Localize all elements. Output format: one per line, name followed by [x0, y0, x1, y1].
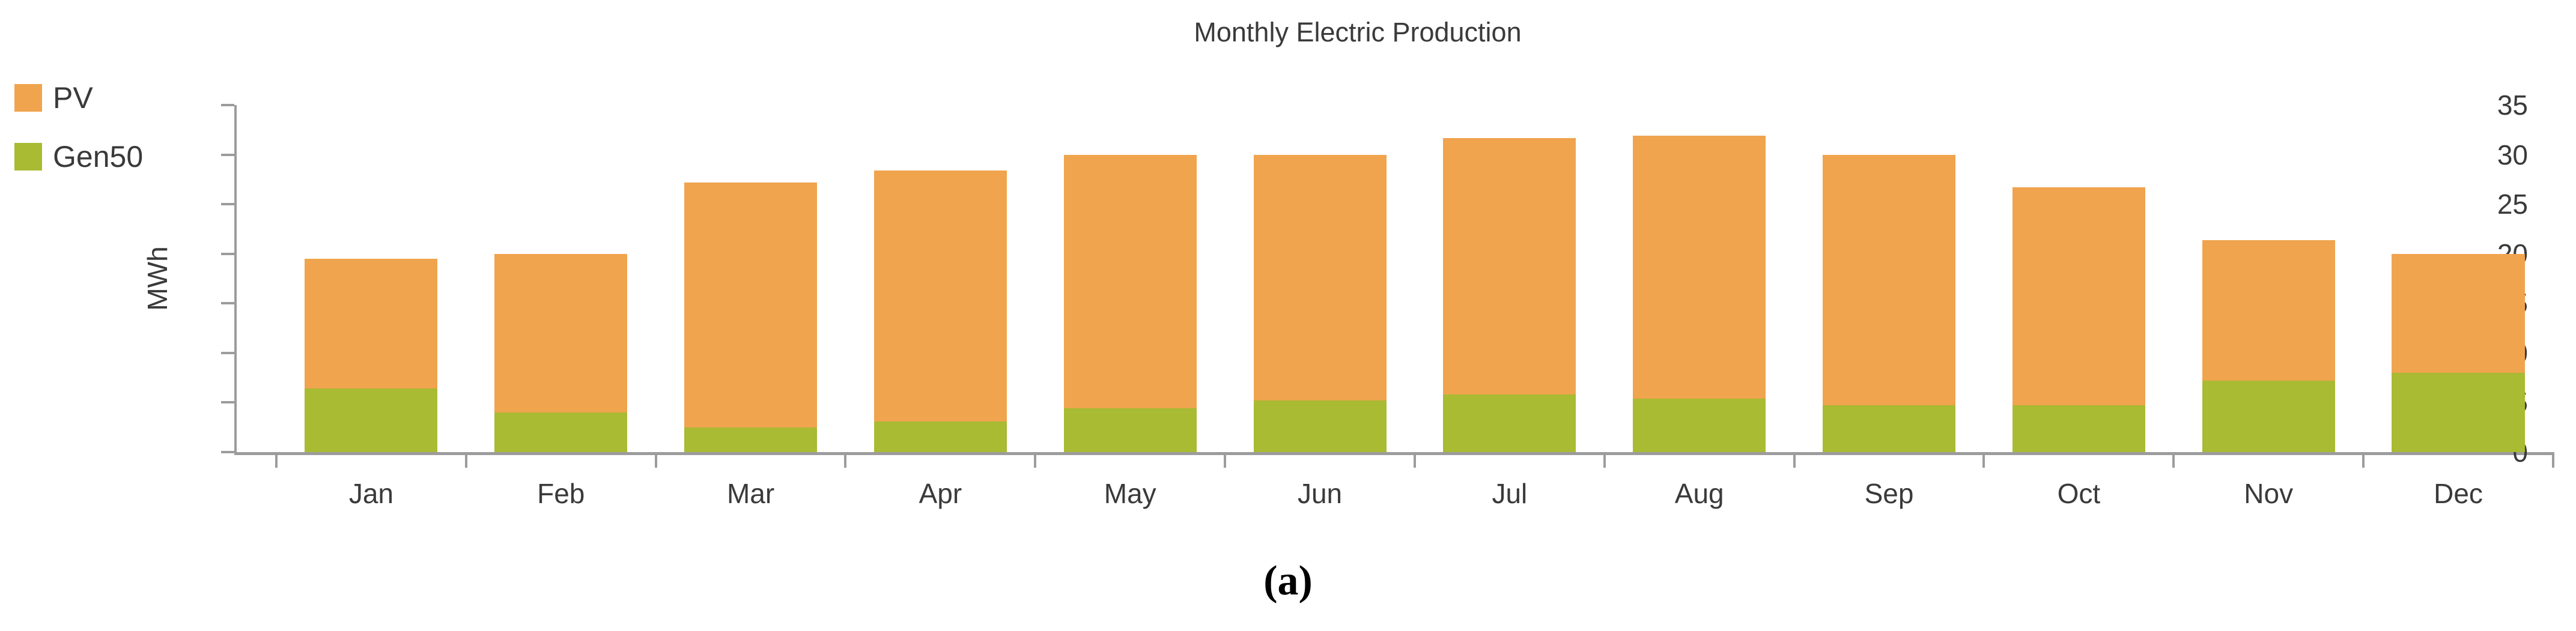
x-tick-mark — [2362, 452, 2365, 468]
stacked-bar-nov — [2202, 105, 2335, 452]
pv-segment-feb — [494, 253, 628, 412]
x-tick-mark — [654, 452, 657, 468]
pv-segment-apr — [873, 171, 1007, 421]
stacked-bar-sep — [1823, 105, 1956, 452]
bar-slot-dec: Dec — [2363, 105, 2554, 509]
pv-segment-dec — [2392, 253, 2525, 373]
pv-segment-may — [1063, 154, 1197, 409]
stacked-bar-may — [1063, 105, 1197, 452]
gen50-swatch-icon — [14, 143, 42, 171]
x-tick-mark — [275, 452, 278, 468]
x-tick-mark — [1603, 452, 1606, 468]
bar-slot-sep: Sep — [1794, 105, 1985, 509]
month-label-jul: Jul — [1492, 478, 1528, 509]
pv-segment-aug — [1633, 136, 1766, 399]
figure-caption: (a) — [1263, 558, 1313, 604]
month-label-apr: Apr — [919, 478, 962, 509]
legend-label-pv: PV — [53, 81, 93, 115]
gen50-segment-nov — [2202, 381, 2335, 452]
stacked-bar-aug — [1633, 105, 1766, 452]
y-axis-label: MWh — [142, 246, 173, 311]
legend-item-gen50: Gen50 — [14, 140, 144, 174]
pv-segment-nov — [2202, 240, 2335, 381]
bar-slot-oct: Oct — [1984, 105, 2175, 509]
gen50-segment-apr — [873, 421, 1007, 452]
gen50-segment-dec — [2392, 372, 2525, 452]
y-tick-label: 35 — [2497, 89, 2528, 121]
stacked-bar-mar — [684, 105, 818, 452]
pv-segment-jul — [1443, 137, 1576, 395]
x-tick-mark — [2172, 452, 2175, 468]
pv-segment-mar — [684, 182, 818, 427]
gen50-segment-feb — [494, 412, 628, 452]
y-tick-mark — [221, 302, 234, 305]
month-label-aug: Aug — [1674, 478, 1724, 509]
bar-slot-may: May — [1035, 105, 1227, 509]
stacked-bar-feb — [494, 105, 628, 452]
bar-slot-aug: Aug — [1605, 105, 1796, 509]
pv-segment-oct — [2012, 187, 2145, 406]
x-tick-mark — [844, 452, 847, 468]
x-tick-mark — [2551, 452, 2554, 468]
bar-slot-jul: Jul — [1415, 105, 1606, 509]
pv-segment-jan — [305, 258, 438, 389]
x-tick-mark — [1982, 452, 1985, 468]
gen50-segment-jul — [1443, 394, 1576, 452]
x-tick-mark — [464, 452, 467, 468]
gen50-segment-sep — [1823, 405, 1956, 452]
y-tick-mark — [221, 252, 234, 255]
pv-segment-sep — [1823, 154, 1956, 406]
y-tick-label: 30 — [2497, 139, 2528, 171]
bar-slot-apr: Apr — [845, 105, 1037, 509]
gen50-segment-oct — [2012, 405, 2145, 452]
month-label-jun: Jun — [1297, 478, 1343, 509]
legend-label-gen50: Gen50 — [53, 140, 144, 174]
x-tick-mark — [1413, 452, 1416, 468]
month-label-nov: Nov — [2244, 478, 2294, 509]
gen50-segment-mar — [684, 427, 818, 452]
y-tick-mark — [221, 203, 234, 206]
gen50-segment-may — [1063, 408, 1197, 452]
pv-swatch-icon — [14, 84, 42, 112]
month-label-oct: Oct — [2057, 478, 2101, 509]
stacked-bar-dec — [2392, 105, 2525, 452]
y-tick-mark — [221, 451, 234, 453]
month-label-jan: Jan — [348, 478, 393, 509]
month-label-feb: Feb — [537, 478, 585, 509]
legend-item-pv: PV — [14, 81, 143, 115]
gen50-segment-aug — [1633, 398, 1766, 452]
legend: PV Gen50 — [14, 81, 144, 202]
y-tick-mark — [221, 104, 234, 106]
y-tick-label: 25 — [2497, 189, 2528, 220]
stacked-bar-oct — [2012, 105, 2145, 452]
x-tick-mark — [1224, 452, 1227, 468]
month-label-may: May — [1104, 478, 1156, 509]
stacked-bar-jun — [1253, 105, 1387, 452]
x-tick-mark — [1793, 452, 1796, 468]
chart-title: Monthly Electric Production — [1194, 17, 1522, 47]
gen50-segment-jan — [305, 388, 438, 452]
gen50-segment-jun — [1253, 400, 1387, 452]
stacked-bar-jan — [305, 105, 438, 452]
bar-slot-feb: Feb — [466, 105, 657, 509]
month-label-mar: Mar — [726, 478, 775, 509]
y-tick-mark — [221, 153, 234, 156]
y-tick-mark — [221, 351, 234, 354]
bar-slot-mar: Mar — [656, 105, 847, 509]
bar-slot-jun: Jun — [1225, 105, 1416, 509]
stacked-bar-jul — [1443, 105, 1576, 452]
stacked-bar-apr — [873, 105, 1007, 452]
bar-slot-jan: Jan — [275, 105, 467, 509]
bar-slots: Jan Feb Mar Apr May Jun Jul Aug Sep Oct Nov Dec — [237, 105, 2554, 509]
plot-area: MWh 05101520253035 JanFebMarAprMayJunJul… — [142, 89, 2554, 509]
y-tick-mark — [221, 401, 234, 404]
bar-slot-nov: Nov — [2174, 105, 2365, 509]
month-label-sep: Sep — [1864, 478, 1914, 509]
pv-segment-jun — [1253, 154, 1387, 401]
month-label-dec: Dec — [2434, 478, 2483, 509]
x-tick-mark — [1034, 452, 1037, 468]
